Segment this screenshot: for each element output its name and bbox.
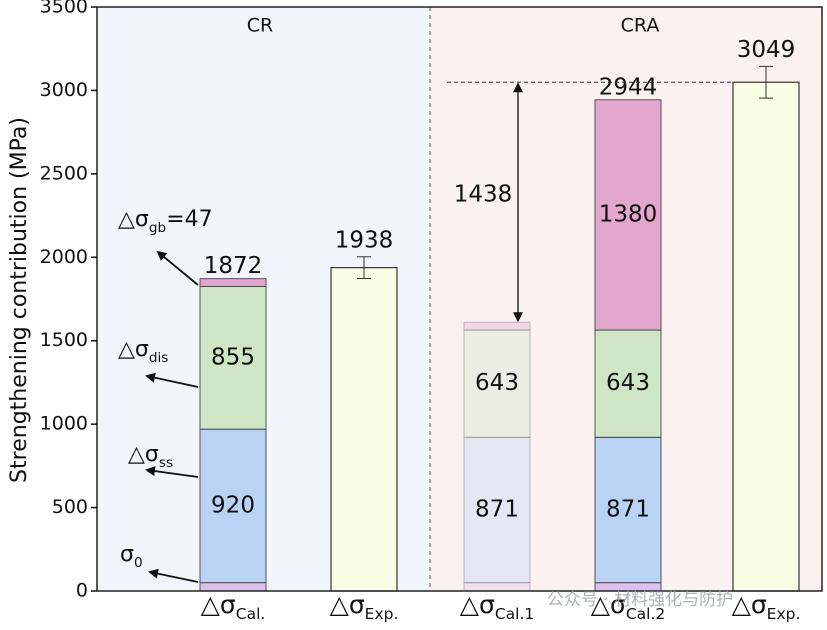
series-arrow (145, 466, 199, 478)
segment-label: 1380 (599, 201, 658, 227)
y-tick-label: 2000 (40, 246, 88, 268)
error-bar (759, 65, 773, 99)
series-label: △σss (128, 442, 173, 471)
x-tick-label: △σCal. (201, 590, 266, 623)
series-arrow (156, 250, 199, 286)
y-axis-label: Strengthening contribution (MPa) (7, 117, 32, 483)
region-label: CRA (621, 15, 660, 37)
x-tick-label: △σExp. (732, 590, 801, 623)
x-tick-label: △σExp. (330, 590, 399, 623)
plot-frame (96, 6, 823, 592)
y-tick-label: 2500 (40, 162, 88, 184)
exp-label: 1938 (335, 227, 394, 253)
segment-label: 643 (606, 370, 650, 396)
segment-label: 643 (475, 370, 519, 396)
y-tick-label: 1500 (40, 329, 88, 351)
total-label: 2944 (599, 74, 658, 100)
segment-label: 871 (606, 496, 650, 522)
y-tick-label: 3500 (40, 0, 88, 18)
region-label: CR (247, 15, 273, 37)
series-arrow (145, 372, 199, 388)
y-tick-label: 1000 (40, 413, 88, 435)
x-tick-label: △σCal.2 (591, 590, 666, 623)
total-label: 1872 (204, 253, 263, 279)
bar-segment (199, 428, 267, 584)
watermark: 公众号 · 材料强化与防护 (547, 590, 733, 610)
error-bar (357, 256, 371, 279)
series-label: △σdis (118, 337, 168, 366)
y-tick-label: 0 (76, 580, 88, 602)
bar-segment (199, 278, 267, 287)
bar-segment (594, 436, 662, 584)
bar-segment (463, 436, 531, 584)
segment-label: 920 (211, 492, 255, 518)
gap-label: 1438 (454, 182, 513, 208)
bar-segment (594, 329, 662, 438)
bar-segment (463, 329, 531, 438)
segment-label: 871 (475, 496, 519, 522)
bar-segment (463, 321, 531, 331)
segment-label: 855 (211, 344, 255, 370)
exp-bar (732, 81, 800, 592)
x-tick-label: △σCal.1 (460, 590, 535, 623)
series-arrow (148, 568, 199, 583)
y-tick-label: 3000 (40, 79, 88, 101)
series-label: △σgb=47 (118, 207, 213, 236)
exp-label: 3049 (737, 37, 796, 63)
y-tick-label: 500 (52, 496, 88, 518)
series-label: σ0 (120, 542, 143, 571)
exp-bar (330, 267, 398, 592)
bar-segment (594, 99, 662, 331)
